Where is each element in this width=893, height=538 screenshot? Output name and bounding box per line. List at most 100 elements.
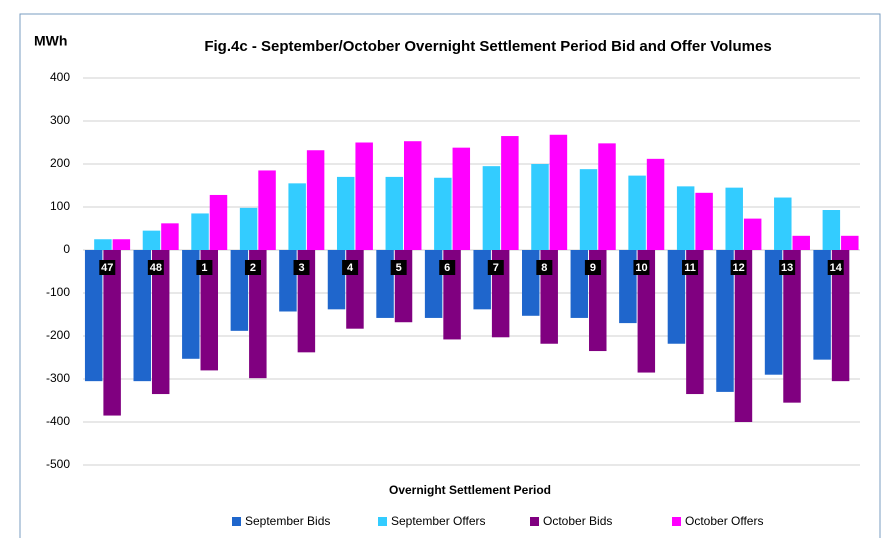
x-tick-label-bg (147, 260, 164, 275)
bars (84, 134, 859, 422)
bar (667, 250, 686, 344)
bar (249, 250, 267, 379)
bar (84, 250, 103, 382)
x-tick-label: 10 (635, 262, 647, 274)
x-tick-label: 48 (150, 262, 162, 274)
x-tick-label: 2 (250, 262, 256, 274)
x-tick-label: 47 (101, 262, 113, 274)
x-tick-label-bg (439, 260, 456, 275)
y-tick-label: 200 (50, 156, 70, 170)
bar (531, 164, 549, 250)
x-tick-label-bg (342, 260, 359, 275)
x-tick-label-bg (293, 260, 310, 275)
bar (783, 250, 801, 403)
bar (589, 250, 607, 352)
bar (743, 218, 762, 250)
bar (452, 147, 471, 250)
bar (434, 177, 452, 250)
x-tick-label: 9 (590, 262, 596, 274)
x-tick-label: 11 (684, 262, 696, 274)
x-tick-label: 3 (298, 262, 304, 274)
bar (725, 187, 743, 250)
bar (306, 150, 325, 250)
bar (297, 250, 316, 353)
x-tick-label-bg (730, 260, 747, 275)
y-tick-label: -200 (46, 328, 70, 342)
legend-label: October Offers (685, 514, 763, 528)
bar (103, 250, 121, 416)
bar (570, 250, 589, 318)
bar (355, 142, 373, 250)
legend-label: October Bids (543, 514, 612, 528)
chart-title: Fig.4c - September/October Overnight Set… (204, 38, 771, 55)
x-tick-label: 14 (830, 262, 843, 274)
bar (230, 250, 249, 331)
y-tick-label: 400 (50, 70, 70, 84)
y-tick-label: -400 (46, 414, 70, 428)
bar (151, 250, 170, 395)
bar (549, 134, 568, 250)
x-tick-label-bg (584, 260, 601, 275)
x-tick-label-bg (487, 260, 504, 275)
x-tick-label-bg (827, 260, 844, 275)
bar (288, 183, 306, 250)
bar (200, 250, 219, 371)
x-tick-label-bg (99, 260, 116, 275)
bar (161, 223, 179, 250)
bar (774, 197, 792, 250)
legend-swatch (530, 517, 539, 526)
bar (133, 250, 151, 382)
bar (637, 250, 656, 373)
bar (792, 235, 810, 250)
bar (424, 250, 443, 318)
bar (716, 250, 734, 392)
y-tick-label: -500 (46, 457, 70, 471)
x-tick-label: 7 (493, 262, 499, 274)
bar (676, 186, 695, 250)
bar (279, 250, 297, 312)
bar (94, 239, 112, 250)
legend-swatch (378, 517, 387, 526)
bar (598, 143, 616, 250)
bar (327, 250, 346, 310)
y-tick-label: 100 (50, 199, 70, 213)
bar (385, 176, 404, 250)
bar (695, 192, 713, 250)
x-tick-label: 6 (444, 262, 450, 274)
y-tick-label: 300 (50, 113, 70, 127)
bar (831, 250, 850, 382)
bar (813, 250, 831, 360)
x-tick-label: 8 (541, 262, 547, 274)
bar (482, 166, 501, 250)
legend-label: September Offers (391, 514, 486, 528)
bar (239, 207, 258, 250)
bar (501, 136, 519, 250)
x-tick-label-bg (244, 260, 261, 275)
x-tick-label: 12 (732, 262, 744, 274)
bar (258, 170, 276, 250)
bar (522, 250, 540, 316)
bar (628, 175, 646, 250)
y-tick-label: 0 (63, 242, 70, 256)
bar (734, 250, 753, 422)
bar (764, 250, 783, 375)
bar (822, 210, 841, 250)
bar (376, 250, 394, 318)
bar (686, 250, 704, 395)
x-tick-label-bg (779, 260, 796, 275)
x-tick-label-bg (682, 260, 699, 275)
chart-frame (19, 13, 881, 538)
bar (112, 239, 131, 250)
x-tick-label: 4 (347, 262, 354, 274)
bar (209, 194, 228, 250)
x-tick-label: 1 (201, 262, 207, 274)
x-tick-label: 13 (781, 262, 793, 274)
bar (182, 250, 200, 359)
y-tick-label: -300 (46, 371, 70, 385)
bar (841, 235, 859, 250)
x-axis-label: Overnight Settlement Period (389, 483, 551, 497)
bar (646, 158, 665, 250)
bar (142, 230, 161, 250)
y-tick-label: -100 (46, 285, 70, 299)
